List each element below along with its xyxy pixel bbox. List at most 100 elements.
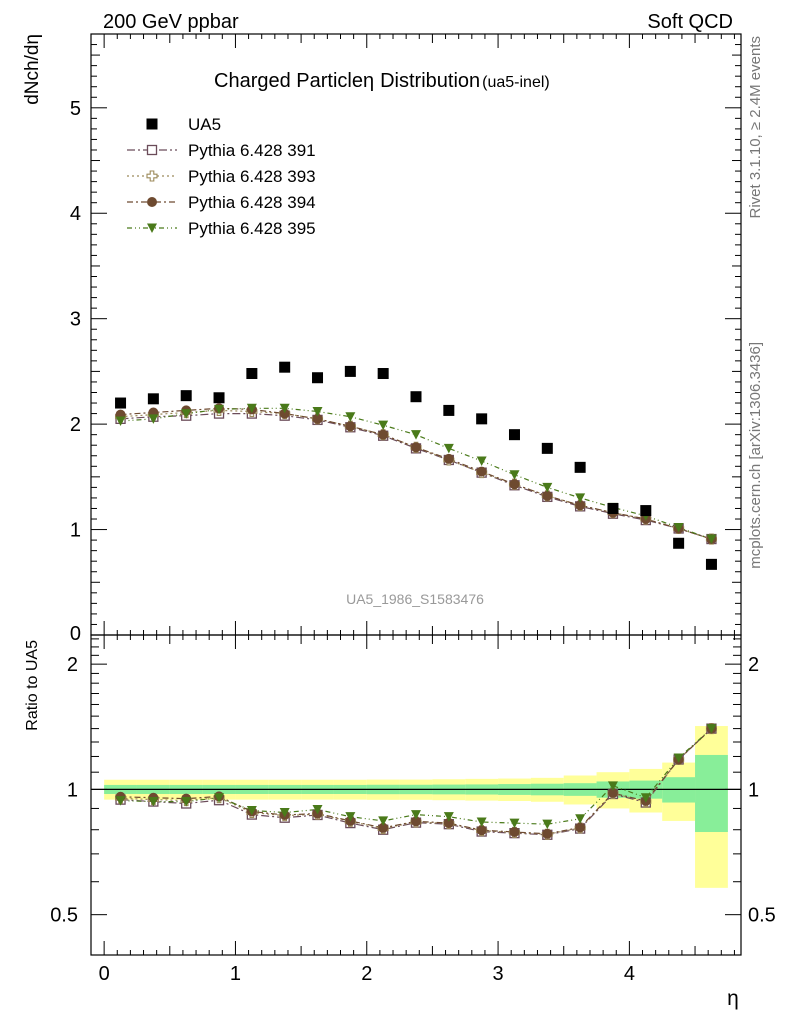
series-point-main-3 [246, 403, 257, 414]
y-tick-label-main: 4 [70, 203, 81, 225]
data-point [377, 368, 389, 380]
y-axis-label-ratio: Ratio to UA5 [24, 640, 41, 731]
ratio-plot-frame [90, 634, 742, 956]
series-point-main-2 [476, 466, 487, 477]
band-inner [695, 754, 728, 833]
legend-marker-2 [147, 197, 157, 207]
main-plot-panel: 1 2 3 4 5 0 Charged Particleη Distribution (ua5… [70, 33, 742, 645]
x-tick-label: 2 [361, 963, 372, 985]
series-point-ratio-3 [312, 804, 323, 815]
series-point-main-3 [345, 412, 356, 422]
series-point-ratio-2 [542, 828, 553, 839]
y-tick-label-ratio: 2 [67, 654, 78, 676]
series-point-main-2 [312, 413, 323, 424]
series-point-ratio-3 [673, 753, 684, 763]
series-point-ratio-2 [378, 822, 389, 833]
x-tick-label: 3 [493, 963, 504, 985]
data-point [574, 461, 586, 473]
legend-label-3: Pythia 6.428 395 [188, 219, 316, 238]
chart-title-symbol: η [363, 70, 374, 92]
data-point [180, 390, 192, 402]
series-point-main-3 [378, 420, 389, 431]
series-line-main-3 [120, 407, 712, 540]
series-point-ratio-3 [246, 805, 257, 816]
legend: UA5 Pythia 6.428 391 Pythia 6.428 393 Pythi… [127, 115, 316, 238]
series-point-main-2 [509, 479, 520, 490]
legend-label-2: Pythia 6.428 394 [188, 193, 316, 212]
series-point-ratio-3 [378, 816, 389, 826]
chart-title-note: (ua5-inel) [482, 74, 550, 91]
series-point-ratio-3 [345, 812, 356, 822]
data-point [607, 502, 619, 514]
y-axis-label-main-text: dNch/dη [22, 34, 43, 105]
series-point-ratio-3 [607, 781, 618, 791]
header-right: Soft QCD [647, 11, 733, 33]
series-point-main-3 [542, 482, 553, 493]
x-tick-label: 1 [230, 963, 241, 985]
data-point [147, 393, 159, 405]
series-point-main-3 [575, 493, 586, 503]
series-point-ratio-2 [509, 827, 520, 838]
series-point-main-3 [509, 470, 520, 480]
data-point [705, 558, 717, 570]
data-point [312, 372, 324, 384]
series-point-main-2 [345, 421, 356, 432]
y-tick-label-main: 5 [70, 98, 81, 120]
legend-marker-3 [147, 223, 157, 233]
data-point [443, 404, 455, 416]
y-tick-label-main-zero: 0 [70, 623, 81, 645]
series-point-main-3 [115, 416, 126, 426]
series-point-ratio-3 [181, 797, 192, 807]
x-axis-label: η [727, 987, 739, 1010]
header-left: 200 GeV ppbar [103, 11, 239, 33]
series-point-ratio-3 [411, 810, 421, 820]
series-point-main-2 [378, 429, 389, 440]
data-point [246, 368, 258, 380]
y-tick-label-ratio-right: 1 [748, 779, 759, 801]
data-point [115, 397, 127, 409]
series-point-main-3 [312, 406, 323, 417]
data-point [673, 537, 685, 549]
series-point-main-3 [476, 456, 487, 467]
legend-label-0: Pythia 6.428 391 [188, 141, 316, 160]
y-axis-label-main: dNch/dη [22, 34, 43, 105]
series-point-ratio-3 [214, 793, 225, 803]
y-tick-label-ratio-right: 2 [748, 654, 759, 676]
watermark: UA5_1986_S1583476 [346, 591, 484, 607]
data-point [344, 365, 356, 377]
series-line-main-1 [120, 409, 712, 540]
series-point-ratio-2 [411, 816, 421, 827]
y-tick-label-main: 1 [70, 520, 81, 542]
series-point-main-3 [673, 522, 684, 533]
ratio-plot-panel: 0 1 2 3 4 0.5 0.5 1 1 2 2 [50, 634, 776, 985]
series-point-ratio-3 [279, 808, 290, 818]
y-tick-label-ratio-right: 0.5 [748, 905, 776, 927]
chart-title: Charged Particleη Distribution (ua5-inel) [214, 70, 550, 92]
series-point-ratio-3 [115, 796, 126, 806]
chart-title-main: Charged Particle [214, 70, 363, 92]
series-point-main-2 [279, 408, 290, 419]
x-tick-label: 4 [624, 963, 635, 985]
series-point-main-2 [411, 442, 421, 453]
series-point-ratio-2 [476, 825, 487, 836]
series-point-ratio-3 [509, 818, 520, 829]
data-point [213, 392, 225, 404]
data-point [640, 505, 652, 517]
legend-marker-1 [146, 170, 158, 182]
data-point [508, 429, 520, 441]
legend-label-1: Pythia 6.428 393 [188, 167, 316, 186]
data-point [279, 361, 291, 373]
y-tick-label-ratio: 0.5 [50, 905, 78, 927]
legend-marker-data [146, 118, 158, 130]
series-point-ratio-3 [476, 817, 487, 827]
x-tick-label: 0 [99, 963, 110, 985]
series-point-ratio-3 [542, 819, 553, 830]
series-point-ratio-2 [607, 788, 618, 799]
series-point-main-3 [443, 443, 454, 454]
series-point-ratio-2 [575, 822, 586, 833]
series-point-main-3 [181, 409, 192, 419]
series-point-ratio-2 [443, 818, 454, 829]
side-text-bottom: mcplots.cern.ch [arXiv:1306.3436] [747, 342, 764, 569]
series-point-main-2 [443, 453, 454, 464]
